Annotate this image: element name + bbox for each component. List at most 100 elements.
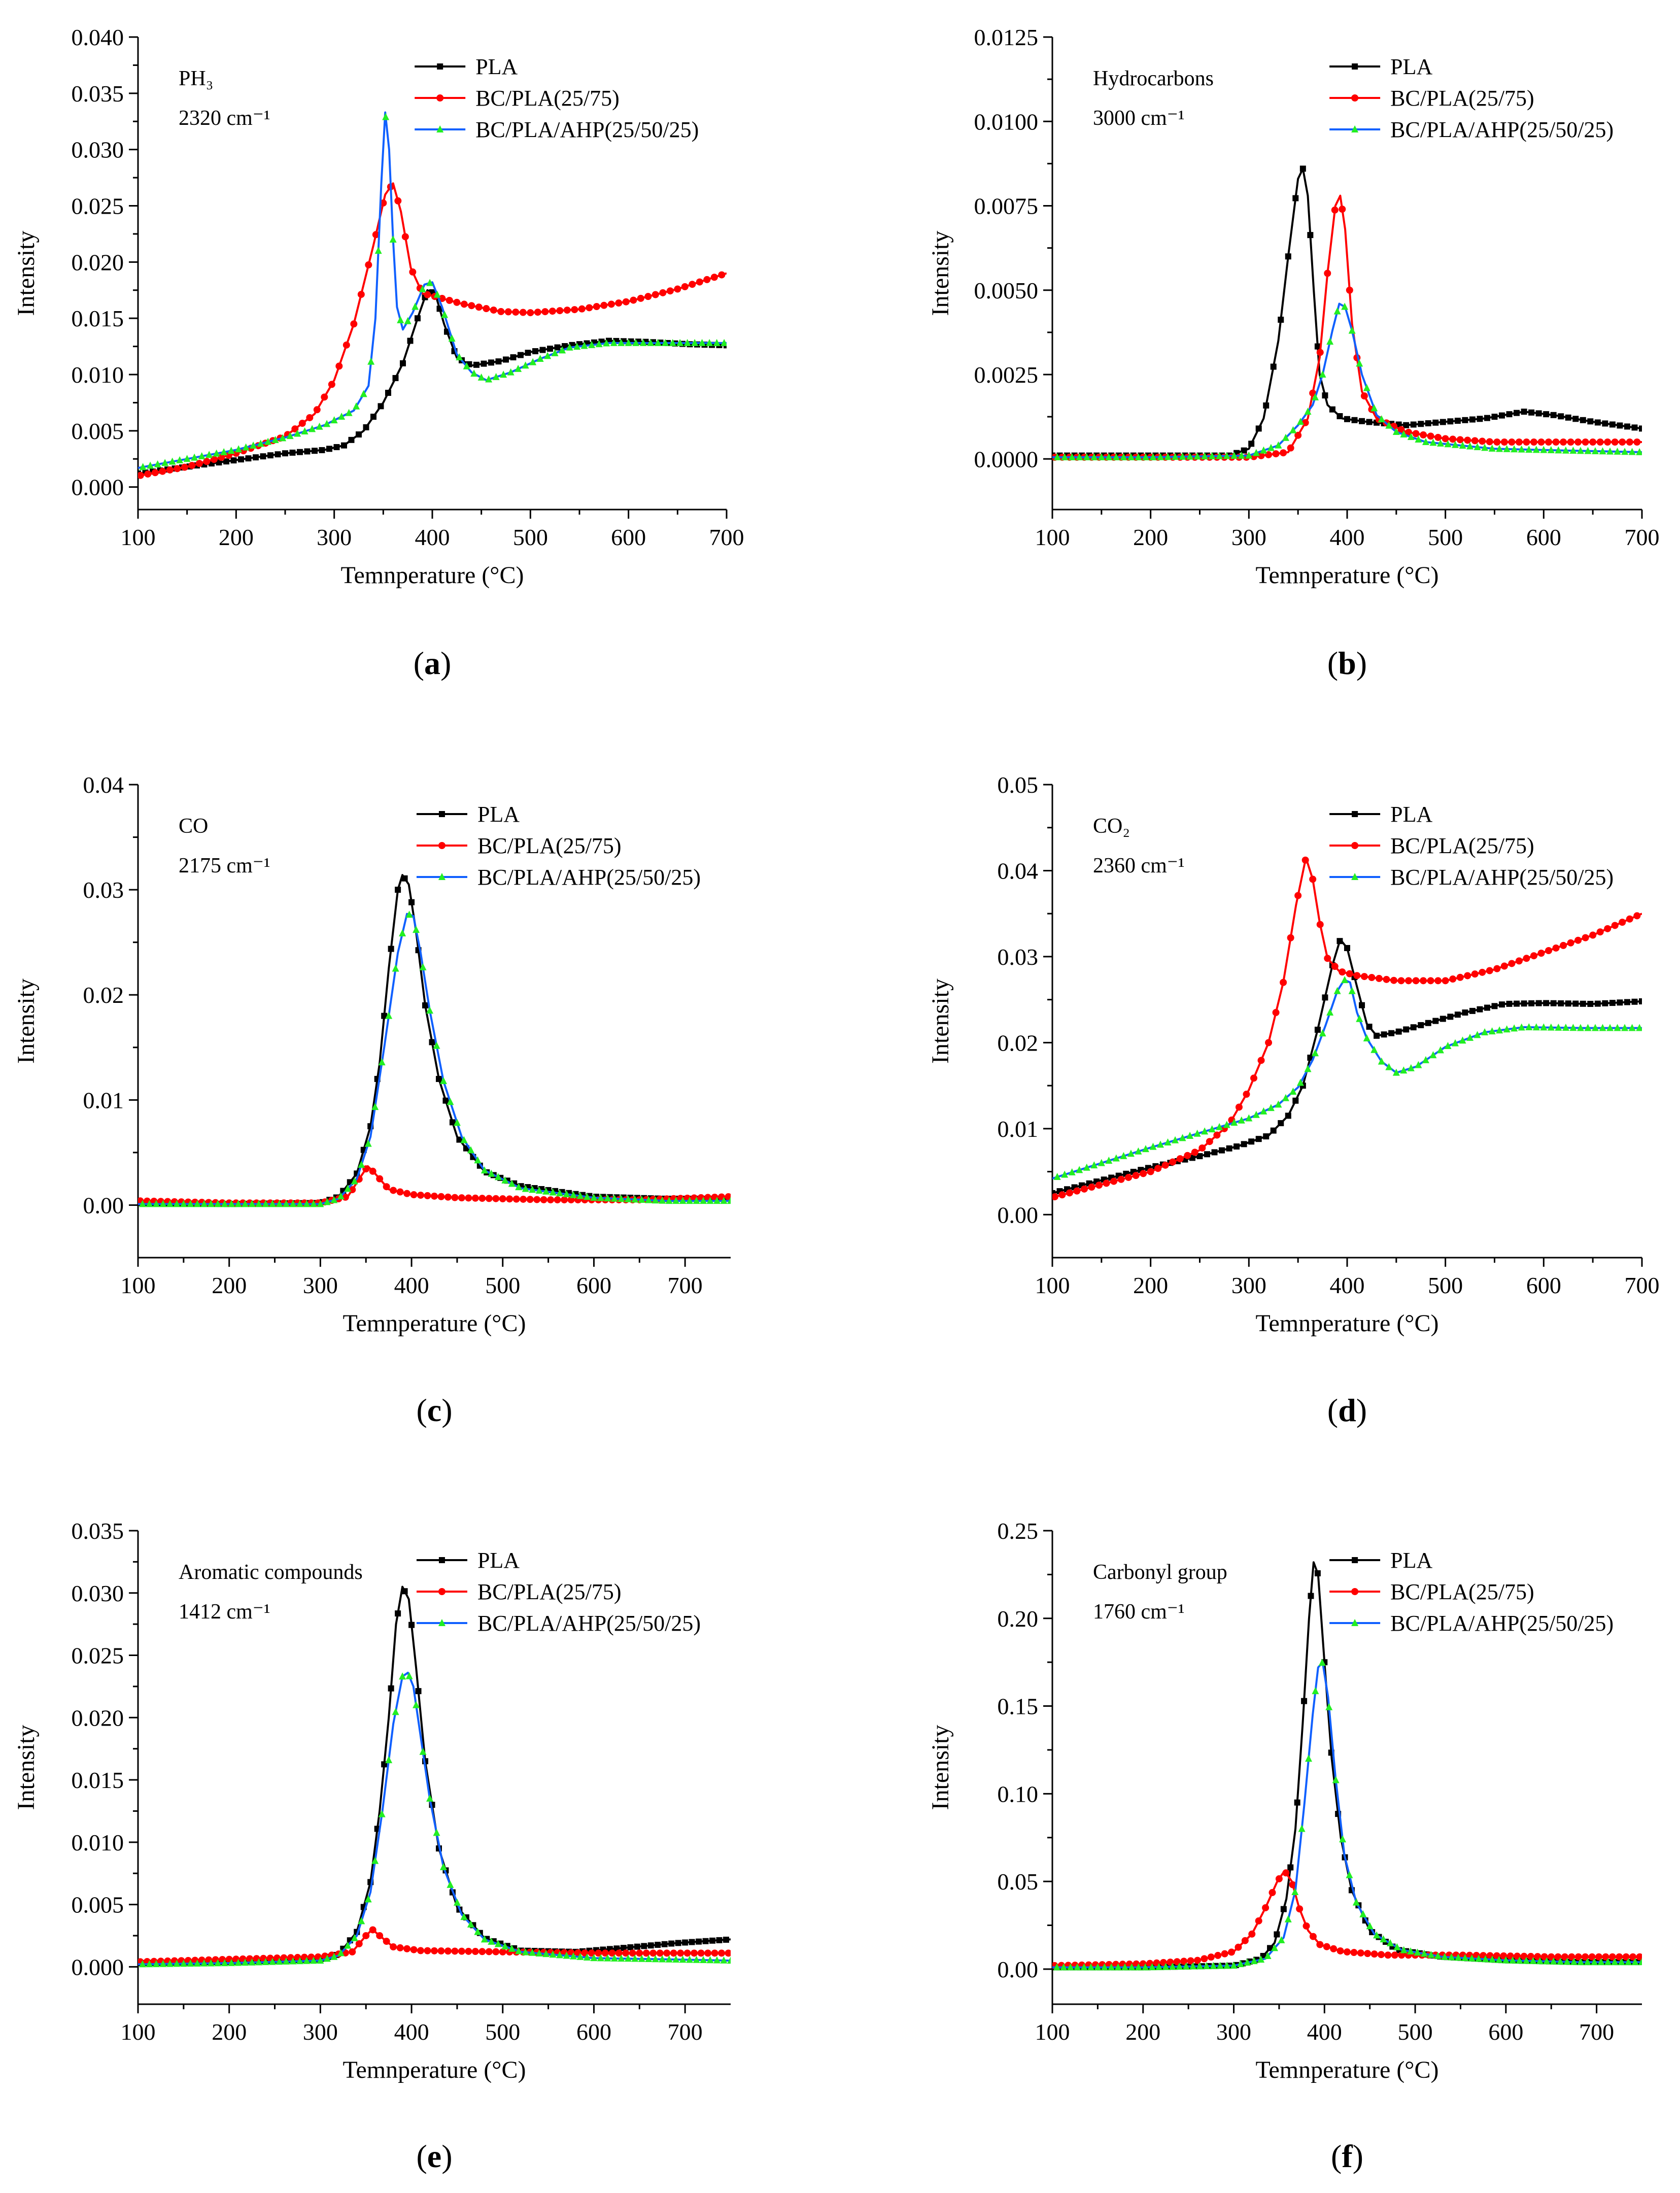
data-point — [371, 1857, 379, 1864]
data-point — [1473, 443, 1481, 450]
data-point — [716, 1937, 723, 1943]
data-point — [1587, 418, 1594, 425]
data-point — [317, 1956, 324, 1964]
data-point — [544, 352, 552, 359]
data-point — [1418, 421, 1424, 427]
y-tick-label: 0.0050 — [974, 278, 1039, 303]
data-point — [378, 1058, 386, 1066]
legend-label: BC/PLA/AHP(25/50/25) — [477, 865, 701, 890]
legend-label: PLA — [475, 54, 518, 79]
y-axis-title: Intensity — [927, 979, 954, 1064]
x-tick-label: 600 — [1488, 2019, 1523, 2045]
x-tick-label: 600 — [611, 524, 646, 550]
data-point — [1484, 1004, 1490, 1011]
data-point — [700, 1197, 707, 1204]
legend-entry: BC/PLA(25/75) — [1329, 833, 1534, 858]
data-point — [1169, 1158, 1177, 1166]
x-tick-label: 700 — [668, 2019, 703, 2045]
data-point — [1537, 438, 1545, 446]
data-point — [1076, 1166, 1083, 1173]
data-point — [1500, 962, 1508, 970]
data-point — [540, 1196, 547, 1203]
legend-entry: BC/PLA/AHP(25/50/25) — [415, 117, 699, 142]
data-point — [1149, 1142, 1157, 1150]
data-point — [439, 1077, 447, 1085]
data-point — [1552, 438, 1560, 446]
annotation-wavenumber: 2320 cm⁻¹ — [179, 107, 270, 130]
legend-swatch-marker — [438, 1557, 445, 1563]
data-point — [1368, 974, 1376, 982]
data-point — [453, 1119, 461, 1126]
data-point — [1245, 451, 1253, 459]
data-point — [1278, 1120, 1284, 1127]
data-point — [583, 1193, 591, 1200]
data-point — [458, 1947, 465, 1955]
data-point — [1095, 1182, 1103, 1189]
data-point — [725, 1949, 731, 1957]
data-point — [1073, 1187, 1081, 1195]
data-point — [713, 1956, 721, 1964]
data-point — [533, 1196, 541, 1203]
data-point — [1341, 976, 1349, 984]
data-point — [242, 1959, 249, 1966]
data-point — [467, 1146, 474, 1154]
data-point — [1366, 419, 1373, 425]
data-point — [1275, 441, 1282, 449]
data-point — [205, 451, 213, 458]
data-point — [1184, 1152, 1191, 1159]
data-point — [645, 1196, 653, 1203]
x-tick-label: 200 — [212, 2019, 247, 2045]
data-point — [1386, 1939, 1394, 1946]
data-point — [478, 1948, 486, 1955]
data-point — [1241, 1937, 1249, 1944]
data-point — [441, 311, 449, 318]
panel-label: (c) — [416, 1392, 452, 1428]
data-point — [500, 370, 507, 378]
data-point — [1391, 1951, 1398, 1959]
data-point — [696, 278, 703, 286]
data-point — [1210, 1962, 1217, 1969]
legend-entry: PLA — [1329, 54, 1432, 79]
data-point — [654, 339, 662, 346]
data-point — [1550, 1000, 1557, 1006]
data-point — [207, 1200, 215, 1207]
x-tick-label: 600 — [1526, 524, 1561, 550]
series-3 — [1052, 976, 1642, 1180]
data-point — [1176, 1155, 1184, 1163]
y-tick-label: 0.04 — [998, 858, 1039, 884]
data-point — [488, 359, 494, 366]
data-point — [515, 1183, 523, 1191]
legend-label: BC/PLA(25/75) — [477, 833, 622, 858]
data-point — [709, 1937, 716, 1944]
data-point — [1602, 1000, 1608, 1006]
chart-panel-c: 100 200 300 400 500 600 700 0.00 0.01 0.02 0.03 0.0… — [13, 772, 731, 1428]
data-point — [649, 1949, 657, 1957]
data-point — [542, 1950, 550, 1958]
data-point — [1594, 419, 1601, 426]
data-point — [1535, 1000, 1542, 1006]
data-point — [173, 1200, 181, 1207]
data-point — [529, 1948, 536, 1956]
data-point — [1448, 1953, 1455, 1961]
data-point — [644, 293, 652, 300]
data-point — [1101, 1963, 1108, 1971]
data-point — [1341, 302, 1349, 310]
data-point — [381, 1013, 388, 1019]
data-point — [1418, 1022, 1424, 1028]
data-point — [488, 1937, 495, 1945]
data-point — [608, 1949, 616, 1957]
data-point — [1469, 1007, 1476, 1014]
data-point — [1500, 438, 1508, 446]
data-point — [1208, 452, 1216, 459]
data-point — [200, 1200, 208, 1207]
data-point — [1275, 1875, 1283, 1882]
data-point — [548, 308, 556, 315]
data-point — [625, 339, 632, 346]
data-point — [1506, 1000, 1513, 1007]
data-point — [235, 445, 243, 453]
legend-entry: PLA — [1329, 1548, 1432, 1573]
data-point — [424, 1192, 431, 1199]
data-point — [403, 1190, 411, 1197]
data-point — [539, 347, 546, 353]
data-point — [357, 291, 365, 298]
